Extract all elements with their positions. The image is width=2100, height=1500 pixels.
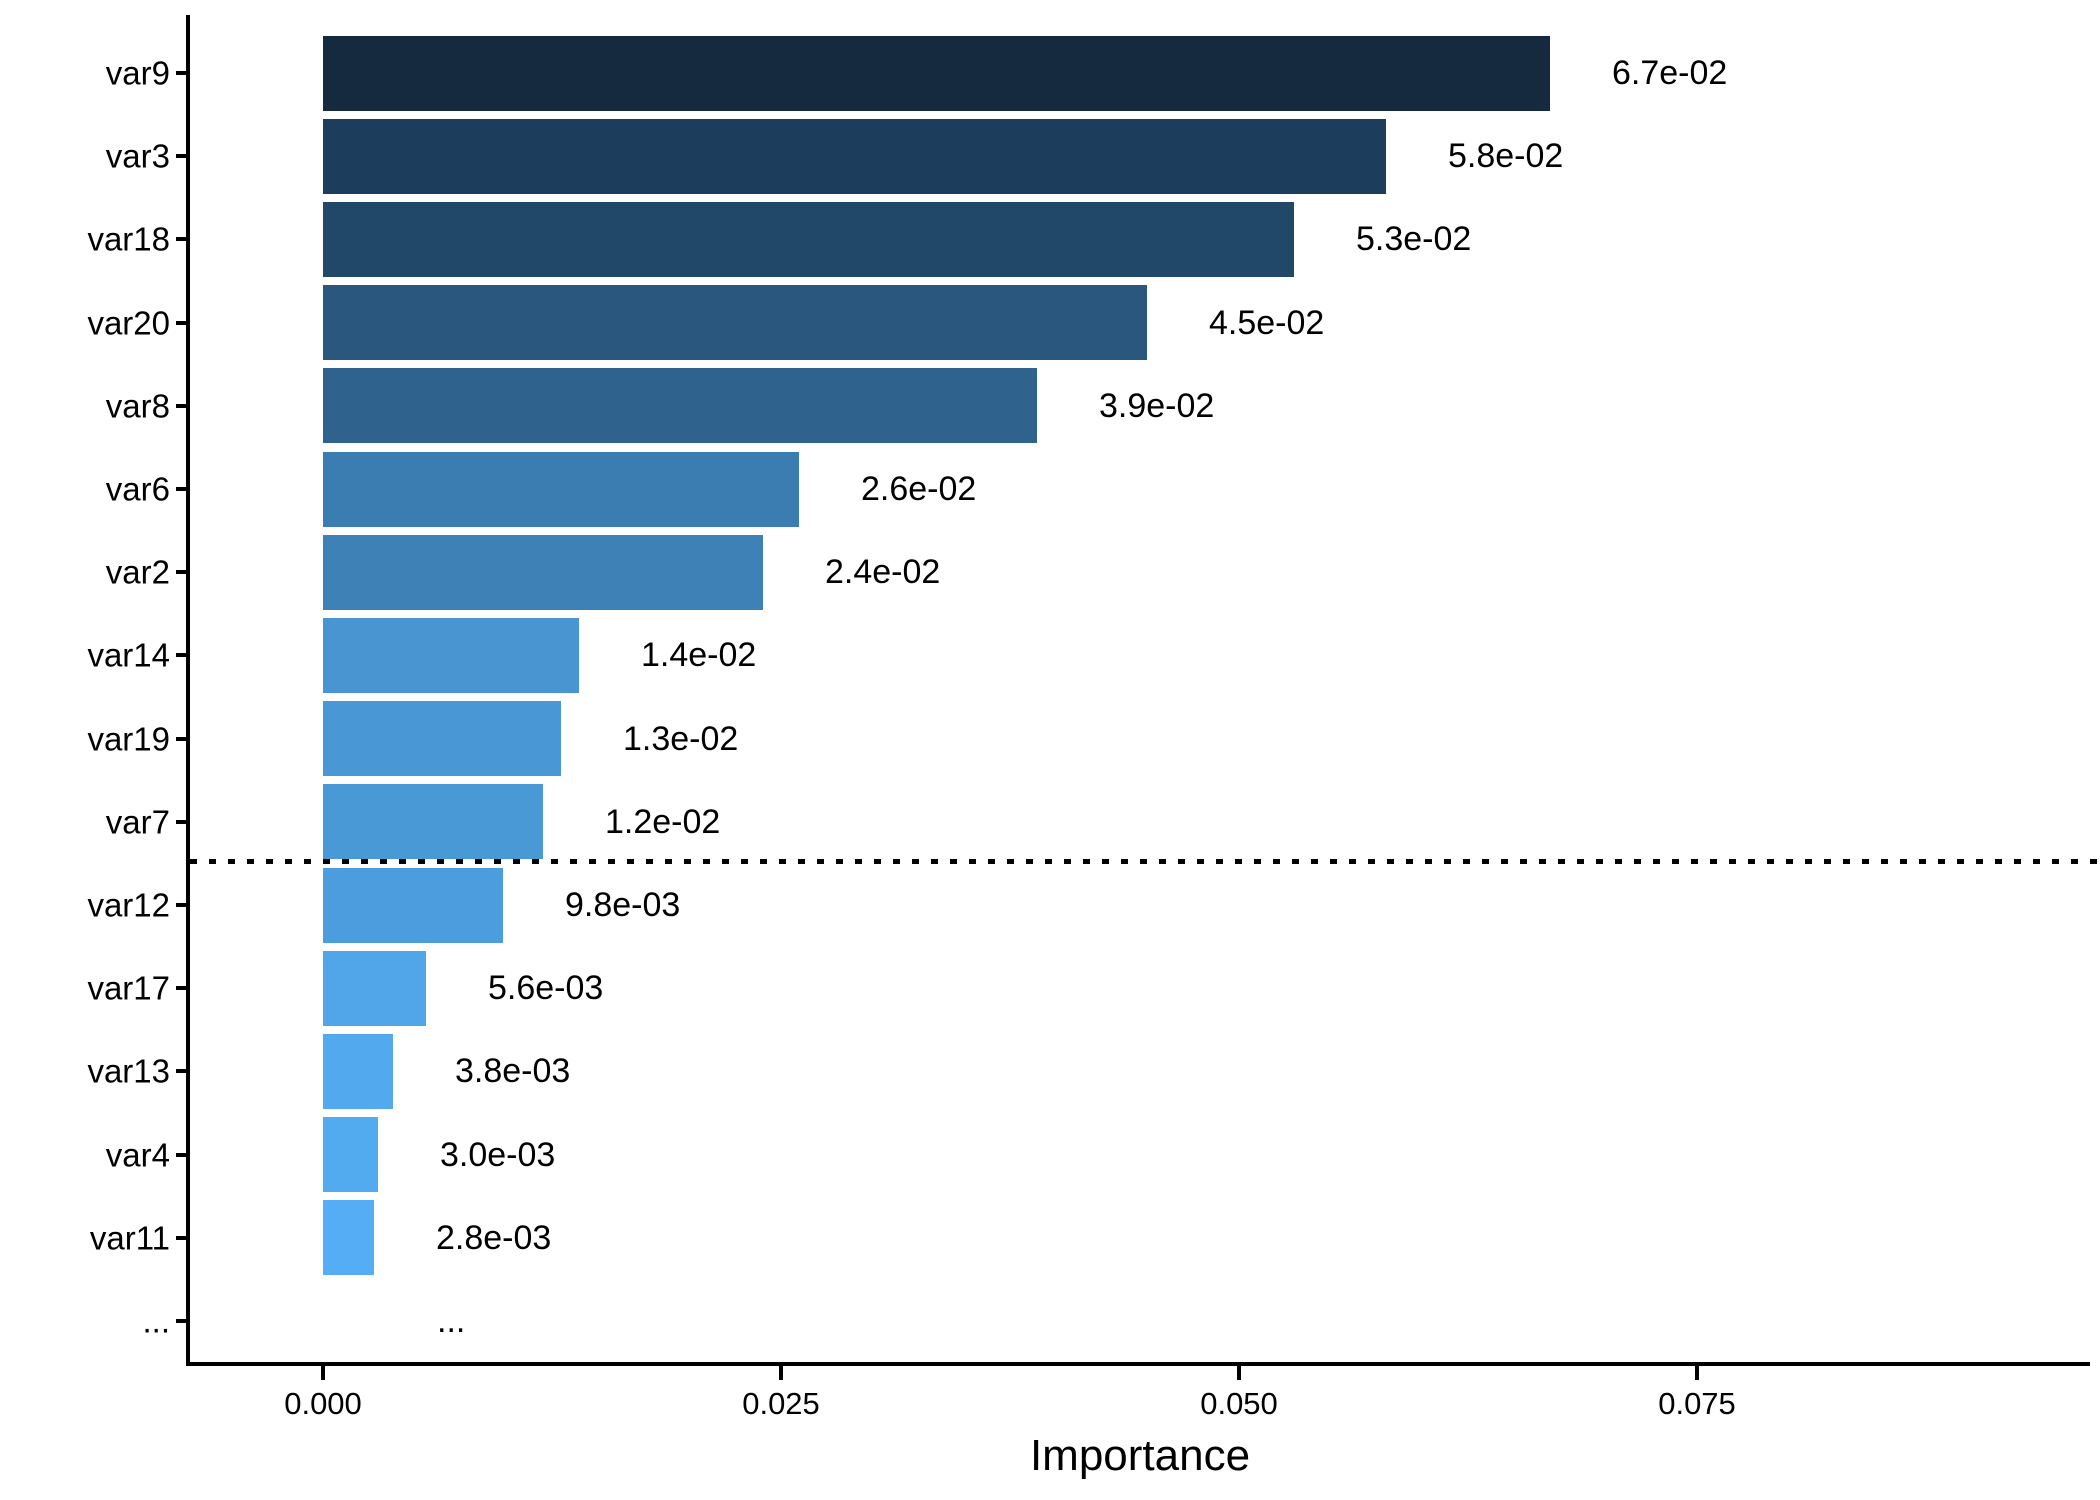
y-axis-label: var6	[105, 470, 170, 508]
y-axis-label: var3	[105, 137, 170, 175]
y-tick	[176, 903, 190, 907]
x-tick-label: 0.000	[284, 1386, 362, 1421]
x-axis-line	[186, 1362, 2090, 1366]
y-axis-label: var17	[87, 969, 170, 1007]
bar	[323, 535, 763, 610]
bar	[323, 951, 426, 1026]
bar-value-label: 1.2e-02	[605, 802, 721, 841]
bar	[323, 119, 1386, 194]
bar-value-label: 5.3e-02	[1356, 220, 1472, 259]
bar-value-label: 2.4e-02	[825, 553, 941, 592]
bar	[323, 1200, 374, 1275]
y-axis-label: var8	[105, 387, 170, 425]
bar-value-label: 5.6e-03	[488, 969, 604, 1008]
y-axis-label: var14	[87, 636, 170, 674]
bar-value-label: 1.3e-02	[623, 719, 739, 758]
y-axis-label: var2	[105, 553, 170, 591]
bar-value-label: 9.8e-03	[565, 886, 681, 924]
y-tick	[176, 237, 190, 242]
x-tick-label: 0.025	[742, 1386, 820, 1421]
y-axis-label: var4	[105, 1136, 170, 1174]
y-axis-label: var19	[87, 720, 170, 758]
y-axis-label: ...	[142, 1302, 170, 1340]
bar	[323, 452, 799, 527]
bar	[323, 618, 579, 693]
y-tick	[176, 71, 190, 75]
y-axis-label: var11	[89, 1219, 170, 1257]
bar-value-label: ...	[437, 1302, 466, 1340]
bar-value-label: 3.9e-02	[1099, 386, 1215, 425]
y-tick	[176, 819, 190, 824]
y-tick	[176, 1319, 190, 1323]
y-tick	[176, 653, 190, 658]
y-axis-label: var13	[87, 1052, 170, 1090]
x-axis-title: Importance	[1029, 1431, 1251, 1480]
bar-value-label: 2.8e-03	[436, 1218, 552, 1257]
bar-value-label: 5.8e-02	[1448, 137, 1564, 176]
bar	[323, 1117, 378, 1192]
bar-value-label: 3.0e-03	[440, 1135, 556, 1174]
y-tick	[176, 736, 190, 741]
bar	[323, 1034, 393, 1109]
bar	[323, 36, 1550, 111]
x-tick-label: 0.050	[1200, 1386, 1278, 1421]
bar-value-label: 3.8e-03	[455, 1052, 571, 1091]
threshold-dotted-line	[190, 859, 2100, 864]
bar-value-label: 6.7e-02	[1612, 54, 1728, 92]
y-axis-label: var20	[87, 304, 170, 342]
bar	[323, 868, 503, 943]
bar	[323, 784, 543, 859]
y-tick	[176, 1152, 190, 1157]
y-tick	[176, 403, 190, 408]
x-tick	[321, 1366, 325, 1380]
y-tick	[176, 154, 190, 159]
y-tick	[176, 320, 190, 325]
bar-value-label: 4.5e-02	[1209, 303, 1325, 342]
y-axis-label: var7	[105, 803, 170, 841]
bar	[323, 285, 1147, 360]
x-tick	[779, 1366, 783, 1380]
bar-value-label: 1.4e-02	[641, 636, 757, 675]
y-axis-label: var12	[87, 886, 170, 924]
x-tick-label: 0.075	[1658, 1386, 1736, 1421]
y-tick	[176, 1069, 190, 1074]
bar-value-label: 2.6e-02	[861, 470, 977, 508]
x-tick	[1695, 1366, 1699, 1380]
y-axis-label: var9	[105, 54, 170, 92]
bar	[323, 368, 1037, 443]
bar	[323, 202, 1294, 277]
y-axis-label: var18	[87, 220, 170, 258]
y-tick	[176, 570, 190, 575]
y-tick	[176, 487, 190, 491]
y-tick	[176, 1235, 190, 1240]
y-tick	[176, 986, 190, 991]
x-tick	[1237, 1366, 1241, 1380]
y-axis-line	[186, 15, 190, 1366]
bar	[323, 701, 561, 776]
